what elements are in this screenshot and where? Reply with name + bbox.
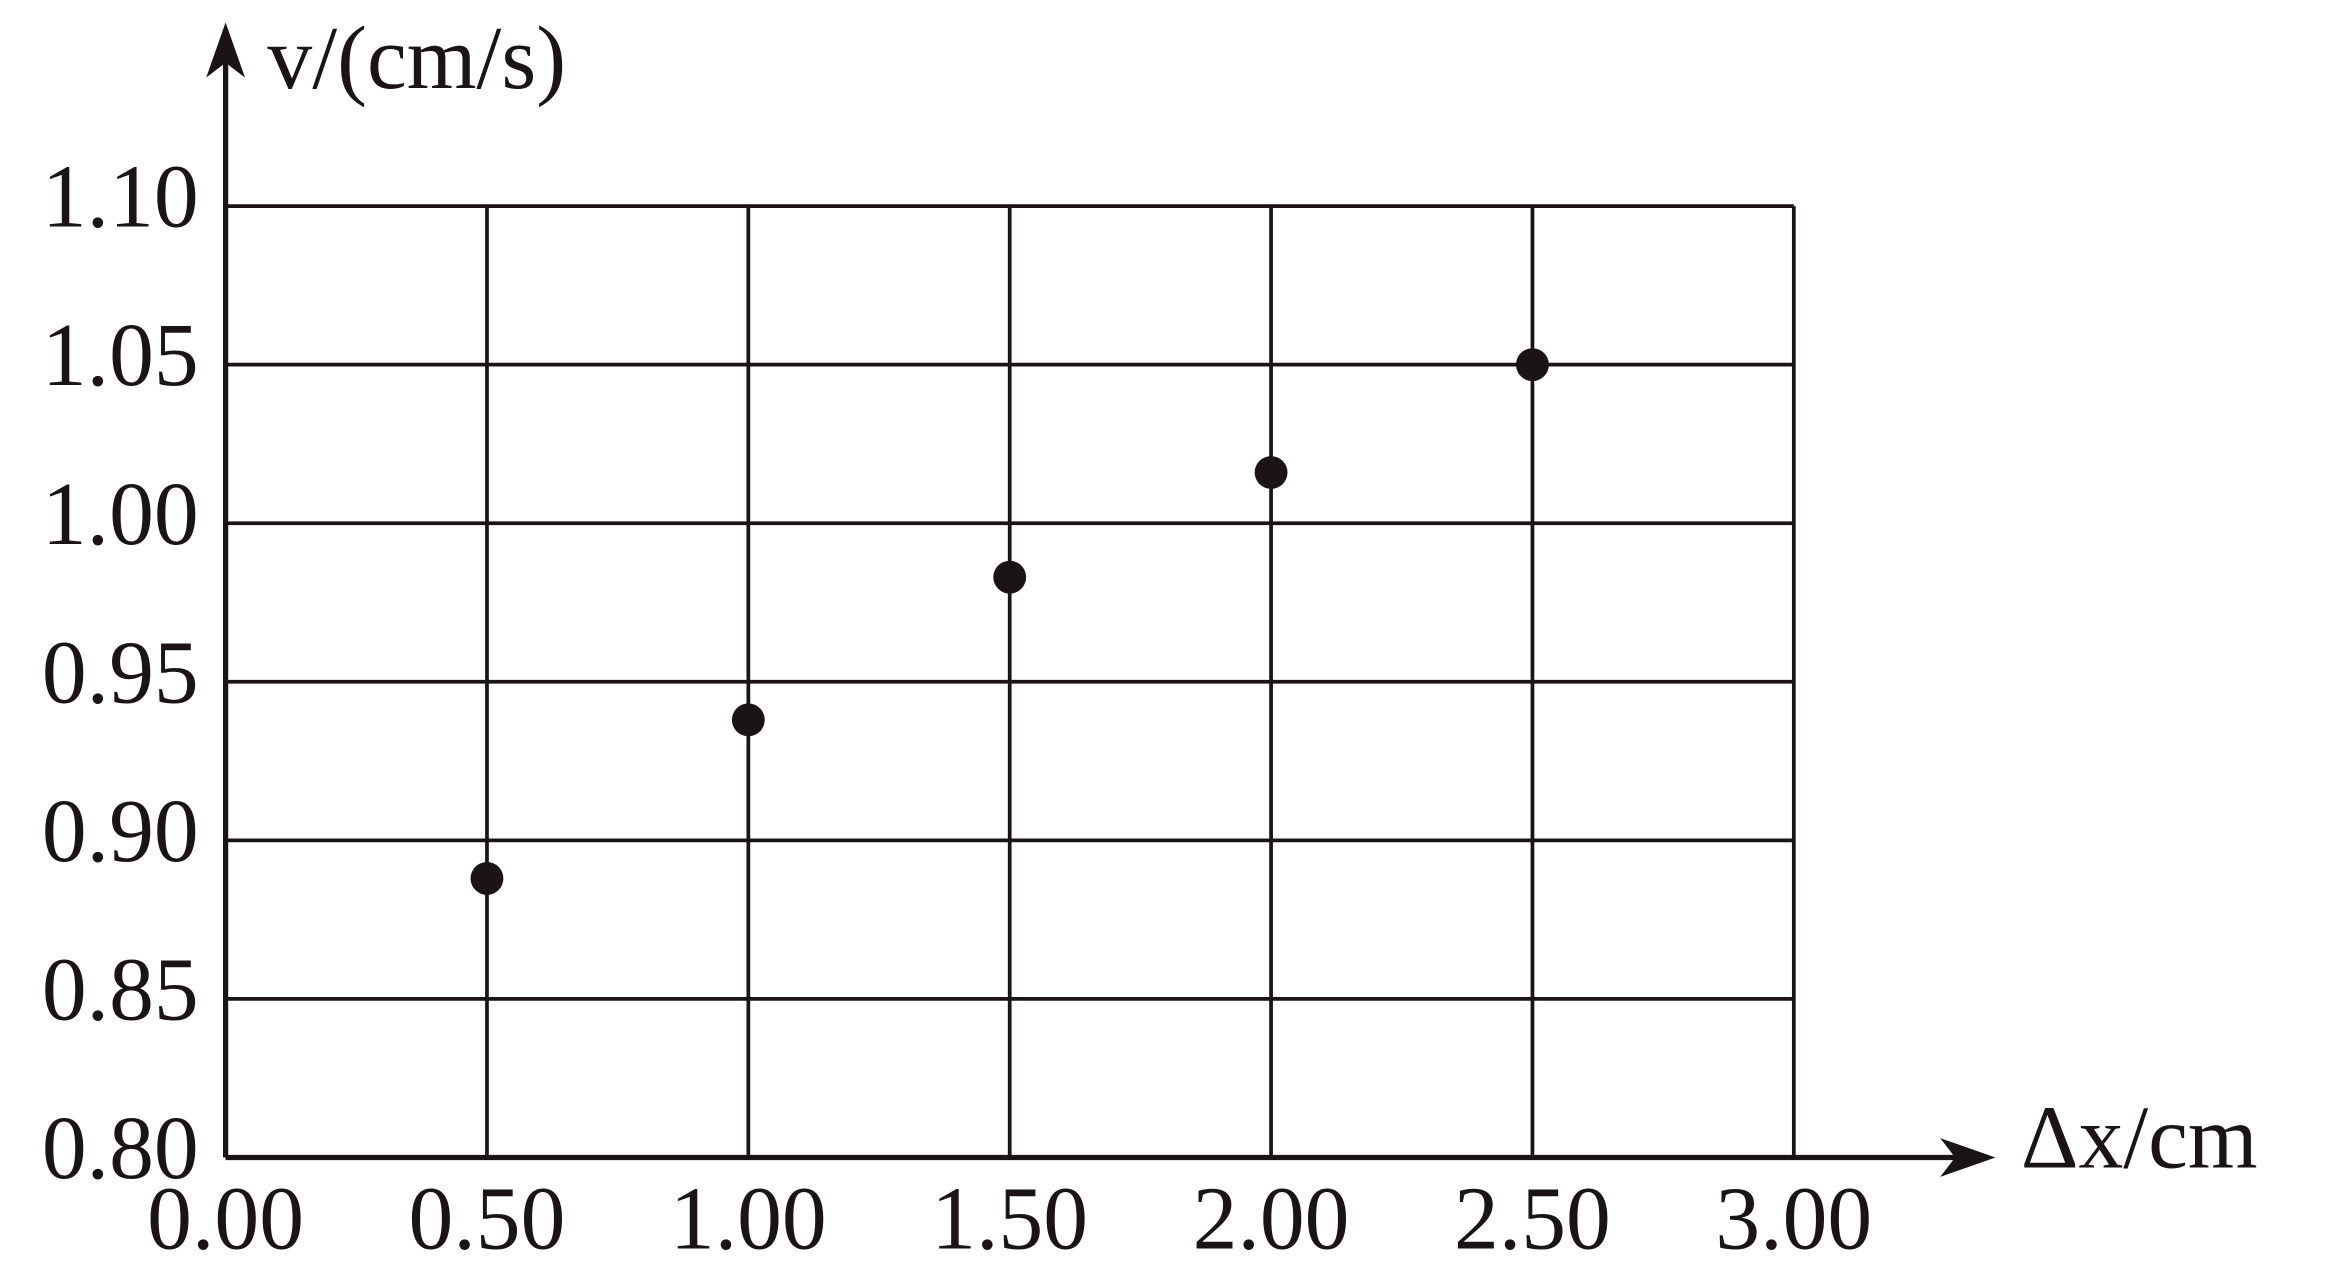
y-tick-label: 1.00 [42, 465, 199, 564]
point [470, 861, 504, 895]
y-axis-arrow [206, 22, 246, 78]
x-tick-label: 1.00 [670, 1169, 827, 1268]
y-tick-label: 0.95 [42, 623, 199, 722]
point [731, 703, 765, 737]
y-tick-label: 0.85 [42, 940, 199, 1039]
x-axis-arrow [1940, 1138, 1996, 1177]
y-tick-label: 0.80 [42, 1099, 199, 1198]
y-axis-label: v/(cm/s) [267, 9, 566, 108]
x-tick-label: 3.00 [1715, 1169, 1872, 1268]
x-tick-label: 0.00 [147, 1169, 304, 1268]
point [993, 560, 1027, 594]
x-axis-label: Δx/cm [2021, 1089, 2258, 1188]
x-tick-label: 2.00 [1193, 1169, 1350, 1268]
x-tick-label: 0.50 [409, 1169, 566, 1268]
y-tick-label: 0.90 [42, 782, 199, 881]
x-tick-label: 1.50 [931, 1169, 1088, 1268]
x-tick-label: 2.50 [1454, 1169, 1611, 1268]
y-tick-label: 1.05 [42, 306, 199, 405]
point [1254, 456, 1288, 489]
point [1516, 348, 1549, 382]
y-tick-label: 1.10 [42, 148, 199, 247]
